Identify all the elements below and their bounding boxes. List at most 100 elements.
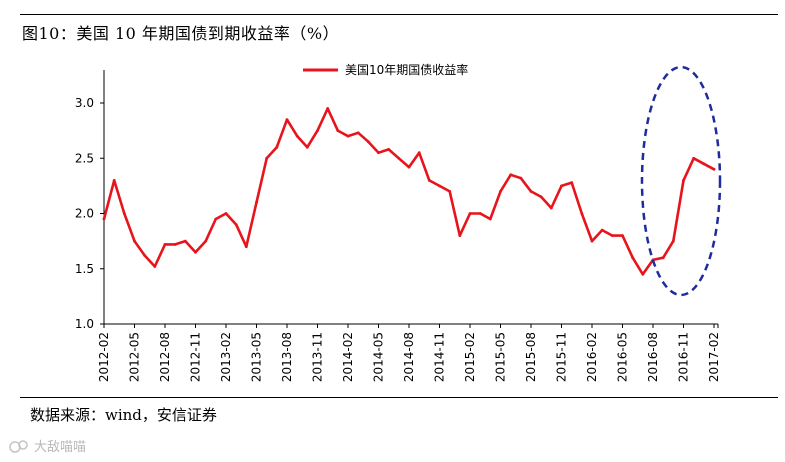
data-point [153,265,157,268]
data-point [610,234,614,238]
y-tick-label: 3.0 [75,96,94,110]
x-tick-label: 2014-02 [341,332,355,382]
x-tick-label: 2013-08 [280,332,294,382]
x-tick-label: 2015-05 [494,332,508,382]
data-point [224,212,228,215]
y-tick-label: 2.0 [75,207,94,221]
x-tick-label: 2015-08 [524,332,538,382]
data-point [122,212,126,215]
x-tick-label: 2014-08 [402,332,416,382]
data-point [590,239,594,243]
data-point [336,129,340,133]
data-point [478,212,482,215]
top-rule [20,14,778,15]
data-point [194,250,197,254]
x-tick-label: 2013-05 [250,332,264,382]
data-point [295,134,299,138]
x-tick-label: 2016-08 [646,332,660,382]
x-tick-label: 2015-11 [555,332,569,382]
data-point [702,162,706,166]
data-point [570,181,574,185]
watermark-text: 大敌喵喵 [34,440,87,455]
data-point [600,228,604,232]
legend-label: 美国10年期国债收益率 [345,62,468,77]
y-tick-label: 2.5 [75,151,94,165]
data-point [275,145,279,149]
x-tick-label: 2012-05 [128,332,142,382]
data-point [214,217,218,221]
x-tick-label: 2013-02 [219,332,233,382]
x-tick-label: 2013-11 [311,332,325,382]
data-point [468,212,472,215]
data-point [244,245,248,249]
data-point [234,223,238,227]
data-point [671,239,675,243]
data-point [539,195,543,199]
highlight-ellipse [640,65,722,297]
figure-title: 图10：美国 10 年期国债到期收益率（%） [22,24,340,43]
data-point [692,156,696,160]
data-point [133,239,136,243]
data-point [641,272,645,276]
x-tick-label: 2014-11 [433,332,447,382]
x-tick-label: 2015-02 [463,332,477,382]
plot-area [102,107,716,276]
data-point [621,234,624,238]
data-point [102,217,106,221]
x-tick-label: 2014-05 [372,332,386,382]
data-point [265,156,269,160]
data-point [377,151,380,155]
watermark-logo-icon [9,439,28,453]
data-point [560,184,563,188]
x-tick-label: 2017-02 [707,332,721,382]
data-point [631,256,635,260]
data-point [519,176,523,180]
data-point [112,179,116,182]
y-tick-labels: 1.0 1.5 2.0 2.5 3.0 [75,96,94,331]
data-point [661,256,665,260]
data-point [397,156,401,160]
data-point [366,140,370,144]
chart-legend: 美国10年期国债收益率 [303,62,468,77]
data-point [549,206,553,210]
x-tick-label: 2016-02 [585,332,599,382]
y-tick-label: 1.0 [75,317,94,331]
data-point [183,239,187,243]
data-point [326,107,330,110]
data-point [356,131,360,135]
x-tick-label: 2012-02 [97,332,111,382]
source-note: 数据来源：wind，安信证券 [30,406,217,424]
data-point [488,217,492,221]
data-point [580,212,584,215]
data-point [285,118,289,121]
data-point [387,148,391,151]
y-tick-label: 1.5 [75,262,94,276]
x-tick-label: 2012-11 [189,332,203,382]
watermark: 大敌喵喵 [8,436,86,455]
chart-axes [100,70,719,328]
data-point [712,167,716,171]
data-point [204,239,208,243]
data-point [305,145,309,149]
x-tick-label: 2012-08 [158,332,172,382]
bottom-rule [20,397,778,398]
data-point [173,243,177,246]
data-point [438,184,441,188]
yield-line-chart: 1.01.52.02.53.0 2012-02 2012-05 2012-08 201… [75,62,722,382]
data-point [255,201,258,204]
data-point [346,134,350,138]
data-point [143,254,147,257]
x-tick-labels: 2012-02 2012-05 2012-08 2012-11 2013-02 2013-… [97,332,721,382]
data-point [316,129,319,133]
data-point [163,243,167,246]
data-point [417,151,421,155]
x-tick-label: 2016-11 [677,332,691,382]
data-point [509,173,513,177]
data-point [499,190,502,193]
x-tick-label: 2016-05 [616,332,630,382]
data-point [427,179,431,182]
data-point [407,165,411,169]
data-point [448,190,452,193]
data-point [458,234,462,238]
series-line [102,107,716,276]
